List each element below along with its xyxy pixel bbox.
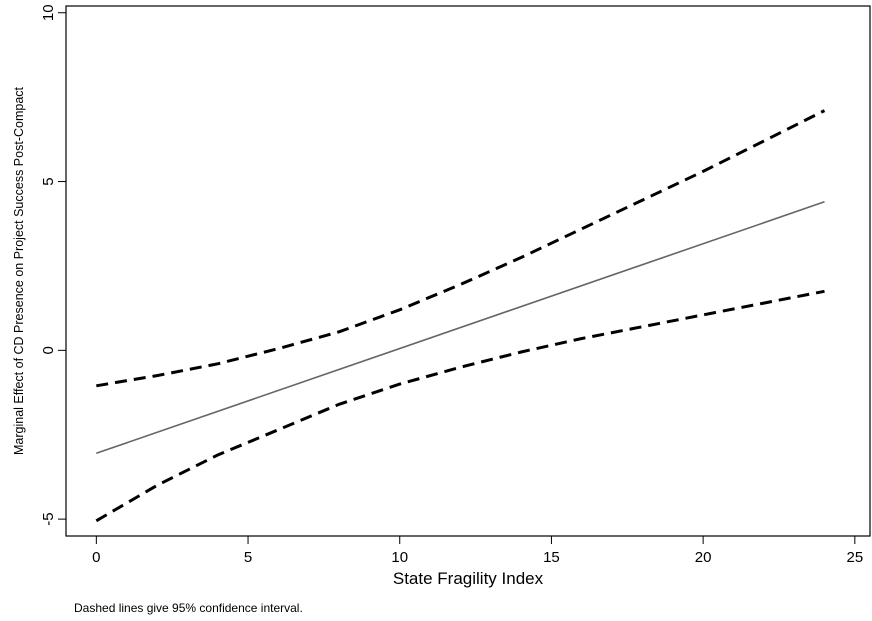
axes: 0 5 10 15 20 25 -5 0 5 10 xyxy=(40,4,871,566)
x-tick-label: 5 xyxy=(244,549,252,566)
y-tick-label: -5 xyxy=(40,512,57,525)
chart-note: Dashed lines give 95% confidence interva… xyxy=(74,601,303,615)
x-tick-label: 20 xyxy=(695,549,712,566)
plot-area xyxy=(95,109,826,523)
plot-frame xyxy=(65,5,871,537)
y-axis-title: Marginal Effect of CD Presence on Projec… xyxy=(12,86,26,455)
marginal-effect-line xyxy=(96,201,825,455)
upper-ci-line xyxy=(96,109,826,388)
x-tick-label: 10 xyxy=(391,549,408,566)
y-tick-label: 5 xyxy=(40,177,57,185)
x-tick-label: 25 xyxy=(846,549,863,566)
y-tick-label: 0 xyxy=(40,346,57,354)
lower-ci-line xyxy=(95,289,825,523)
x-tick-label: 15 xyxy=(543,549,560,566)
y-tick-label: 10 xyxy=(40,4,57,21)
x-tick-label: 0 xyxy=(92,549,100,566)
x-axis-title: State Fragility Index xyxy=(393,569,544,588)
